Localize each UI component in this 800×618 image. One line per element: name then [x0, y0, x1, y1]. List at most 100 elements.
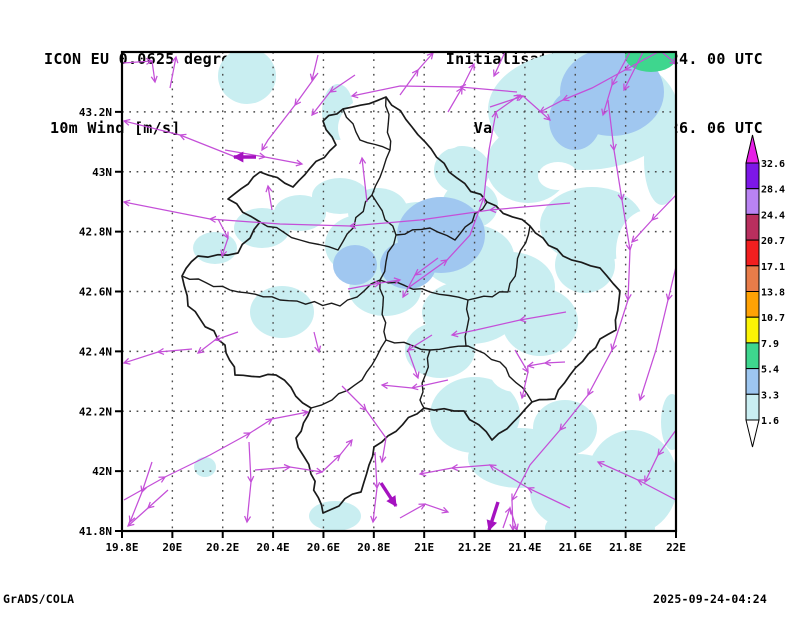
wind-arrowhead	[441, 506, 450, 514]
district-boundary	[395, 201, 488, 241]
wind-arrowhead	[625, 243, 633, 252]
district-boundary	[259, 194, 373, 251]
district-boundary	[379, 225, 531, 301]
wind-streamline	[351, 85, 518, 97]
colorbar-segment	[745, 316, 760, 344]
colorbar-segment	[745, 162, 760, 190]
wind-arrowhead	[265, 418, 274, 425]
lat-tick-label: 42.6N	[79, 286, 112, 299]
wind-arrowhead	[150, 75, 158, 84]
wind-arrowhead	[538, 106, 547, 113]
wind-arrowhead	[638, 393, 646, 402]
district-boundary	[419, 349, 431, 409]
district-boundary	[342, 108, 391, 151]
wind-shading-level1	[250, 286, 314, 338]
colorbar-segment	[745, 368, 760, 395]
wind-arrowhead	[380, 382, 389, 390]
wind-streamline	[267, 185, 273, 211]
wind-arrowhead	[359, 156, 367, 165]
wind-arrowhead	[213, 334, 222, 342]
wind-arrowhead	[359, 403, 367, 411]
lat-tick-label: 42N	[92, 465, 112, 478]
lat-tick-label: 43N	[92, 166, 112, 179]
map-layers	[122, 52, 676, 531]
colorbar-tick-label: 28.4	[761, 185, 785, 196]
colorbar-segment	[745, 342, 760, 370]
wind-arrowhead	[486, 519, 498, 531]
wind-streamline	[341, 385, 387, 463]
wind-arrowhead	[488, 205, 497, 214]
colorbar-tick-label: 3.3	[761, 390, 779, 401]
wind-shading-gap	[338, 96, 418, 160]
wind-shading-gap	[616, 210, 676, 294]
district-boundary	[464, 299, 470, 347]
lon-tick-label: 22E	[666, 541, 686, 554]
district-boundary	[181, 275, 381, 307]
wind-streamline	[313, 331, 320, 353]
wind-streamline	[399, 52, 434, 96]
wind-shading-level1	[309, 501, 361, 531]
wind-arrowhead	[410, 383, 419, 391]
wind-arrowhead	[208, 215, 217, 223]
wind-arrowhead	[333, 454, 341, 462]
wind-arrowhead	[345, 438, 353, 447]
wind-arrowhead	[518, 315, 527, 323]
wind-arrowhead	[294, 98, 302, 107]
colorbar-tick-label: 5.4	[761, 365, 779, 376]
wind-arrowhead	[265, 184, 273, 193]
wind-streamline	[261, 72, 319, 151]
wind-arrowhead	[669, 57, 676, 65]
country-boundary	[181, 96, 621, 514]
lat-tick-label: 42.4N	[79, 345, 112, 358]
wind-arrowhead	[511, 493, 518, 502]
wind-arrowhead	[140, 485, 148, 494]
wind-streamline	[123, 120, 239, 159]
wind-arrowhead	[122, 199, 131, 207]
grads-credit: GrADS/COLA	[3, 592, 75, 606]
lon-tick-label: 21.8E	[609, 541, 642, 554]
colorbar-segment	[745, 239, 760, 267]
wind-arrowhead	[348, 221, 357, 230]
wind-arrowhead	[122, 357, 131, 365]
wind-arrowhead	[543, 359, 552, 367]
lon-tick-label: 20.2E	[206, 541, 239, 554]
lon-tick-label: 19.8E	[105, 541, 138, 554]
wind-arrowhead	[314, 345, 322, 354]
wind-streamline	[311, 54, 319, 81]
wind-shading-level1	[545, 506, 655, 531]
colorbar-tick-label: 17.1	[761, 262, 785, 273]
wind-shading-level2	[549, 90, 601, 150]
wind-shading-level1	[555, 237, 615, 293]
wind-arrowhead	[156, 347, 165, 356]
wind-arrowhead	[543, 113, 552, 121]
wind-arrowhead	[450, 330, 459, 338]
wind-arrowhead	[610, 343, 618, 352]
wind-arrowhead	[244, 515, 252, 524]
wind-streamline	[123, 432, 251, 501]
wind-arrowhead	[373, 280, 382, 288]
wind-arrowhead	[440, 259, 449, 267]
colorbar-segment	[745, 291, 760, 318]
wind-arrowhead	[261, 143, 268, 152]
wind-arrowhead	[450, 464, 459, 472]
wind-arrowhead	[631, 235, 639, 244]
lon-tick-label: 20.4E	[257, 541, 290, 554]
wind-shading-level2	[380, 241, 436, 289]
colorbar-tick-label: 7.9	[761, 339, 779, 350]
wind-arrowhead	[145, 57, 154, 65]
wind-streamline	[197, 331, 239, 354]
wind-arrowhead	[328, 85, 337, 93]
wind-arrowhead	[493, 69, 500, 78]
wind-arrowhead	[644, 475, 651, 484]
wind-arrowhead	[519, 391, 527, 400]
wind-shading-level3	[625, 52, 676, 72]
wind-arrowhead	[504, 506, 512, 515]
wind-arrowhead	[126, 519, 135, 527]
wind-arrowhead	[283, 463, 292, 472]
colorbar-over-arrow	[745, 134, 760, 164]
wind-streamline	[249, 411, 309, 434]
wind-arrowhead	[526, 487, 535, 494]
wind-shading-gap	[538, 162, 578, 190]
wind-arrowhead	[402, 290, 409, 299]
